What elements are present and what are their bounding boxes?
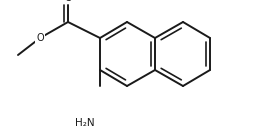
Text: O: O [36,33,44,43]
Text: H₂N: H₂N [75,118,95,128]
Text: O: O [64,0,72,3]
